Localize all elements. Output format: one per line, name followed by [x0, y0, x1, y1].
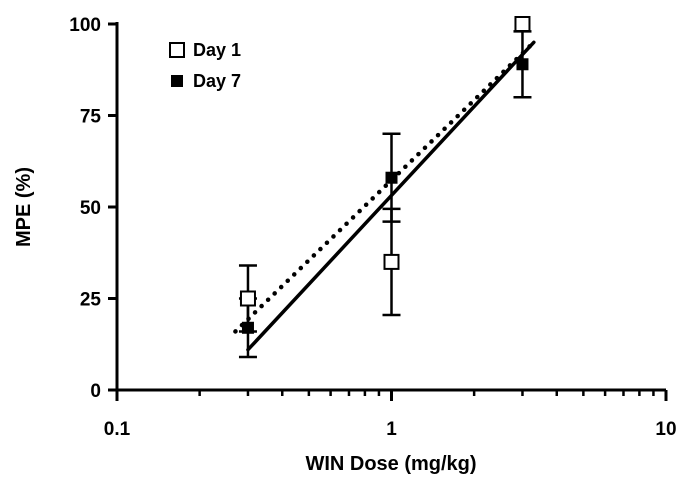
x-tick-label: 10 [655, 419, 676, 440]
fit-line-series-2 [233, 40, 537, 334]
point-series-2 [241, 321, 254, 334]
y-axis-title: MPE (%) [13, 167, 35, 247]
legend-day7-label: Day 7 [193, 71, 241, 91]
tick-labels: 0 25 50 75 100 0.1 1 10 [69, 15, 676, 440]
legend: Day 1 Day 7 [169, 40, 241, 91]
legend-day7-marker [171, 75, 183, 87]
y-tick-label: 75 [80, 107, 102, 128]
legend-day1-marker [169, 42, 185, 58]
point-series-2 [385, 171, 398, 184]
x-tick-label: 1 [386, 419, 397, 440]
legend-day1-label: Day 1 [193, 40, 241, 60]
error-bars [238, 30, 532, 359]
point-series-1 [239, 290, 256, 307]
fit-lines [233, 40, 537, 352]
axes [108, 22, 668, 401]
point-series-2 [516, 58, 529, 71]
y-tick-label: 100 [69, 15, 101, 36]
y-tick-label: 0 [90, 381, 101, 402]
x-tick-label: 0.1 [104, 419, 131, 440]
y-tick-label: 25 [80, 290, 102, 311]
point-series-1 [383, 253, 400, 270]
y-tick-label: 50 [80, 198, 101, 219]
x-axis-title: WIN Dose (mg/kg) [305, 453, 476, 475]
point-series-1 [514, 16, 531, 32]
data-points [239, 16, 531, 334]
